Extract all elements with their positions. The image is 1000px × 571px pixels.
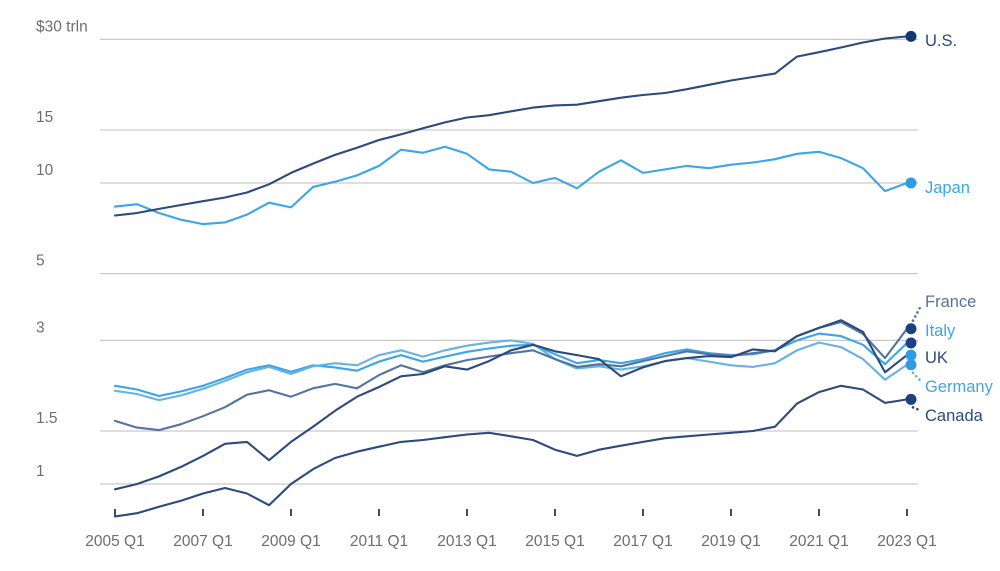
series-end-dot-germany [905, 359, 917, 371]
y-axis-label: 1.5 [36, 410, 58, 427]
series-label-france: France [925, 293, 976, 311]
x-axis-label: 2021 Q1 [789, 533, 848, 550]
y-axis-label: 1 [36, 463, 45, 480]
series-label-germany: Germany [925, 378, 994, 396]
x-axis-label: 2005 Q1 [85, 533, 144, 550]
x-axis-label: 2019 Q1 [701, 533, 760, 550]
series-lines [113, 35, 911, 518]
series-end-labels: Italy Germany France UK Canada Japan U.S. [925, 32, 994, 425]
series-label-japan: Japan [925, 179, 970, 197]
y-axis-label: 15 [36, 109, 53, 126]
series-end-dot-us [905, 30, 917, 42]
leader-line-france [911, 303, 923, 323]
series-end-dots [905, 30, 917, 405]
x-axis-label: 2023 Q1 [877, 533, 936, 550]
series-end-dot-japan [905, 177, 917, 189]
x-axis-label: 2011 Q1 [350, 533, 408, 550]
x-axis: 2005 Q1 2007 Q1 2009 Q1 2011 Q1 2013 Q1 2015 … [85, 509, 937, 550]
leader-line-germany [911, 371, 923, 384]
series-end-dot-italy [905, 337, 917, 349]
series-end-dot-france [905, 323, 917, 335]
x-axis-label: 2017 Q1 [613, 533, 672, 550]
x-axis-label: 2015 Q1 [525, 533, 584, 550]
series-label-italy: Italy [925, 322, 956, 340]
y-axis-label: 5 [36, 253, 45, 270]
series-line-uk [113, 319, 909, 491]
series-line-us [113, 35, 909, 217]
leader-line-canada [911, 406, 923, 413]
series-label-us: U.S. [925, 32, 957, 50]
label-leader-lines [911, 303, 923, 413]
x-axis-label: 2009 Q1 [261, 533, 320, 550]
series-label-canada: Canada [925, 407, 984, 425]
x-axis-label: 2007 Q1 [173, 533, 232, 550]
series-end-dot-uk [905, 349, 917, 361]
y-axis-label: $30 trln [36, 18, 88, 35]
y-axis-label: 3 [36, 319, 45, 336]
series-line-japan [113, 145, 909, 226]
y-axis-labels: $30 trln 15 10 5 3 1.5 1 [36, 18, 88, 480]
gridlines [100, 38, 918, 485]
series-end-dot-canada [905, 393, 917, 405]
series-line-germany [113, 339, 909, 402]
series-label-uk: UK [925, 349, 948, 367]
series-line-canada [113, 384, 909, 518]
x-axis-label: 2013 Q1 [437, 533, 496, 550]
y-axis-label: 10 [36, 162, 54, 179]
